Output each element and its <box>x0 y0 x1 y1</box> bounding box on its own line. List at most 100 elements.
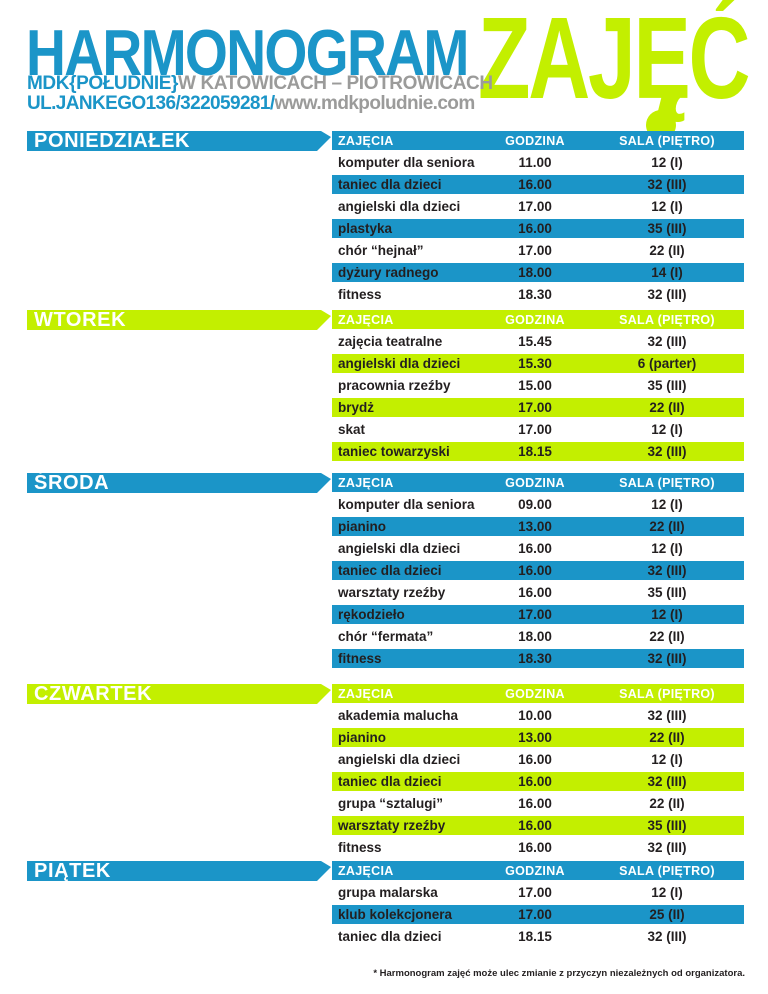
table-row: zajęcia teatralne 15.45 32 (III) <box>332 332 744 351</box>
day-section: CZWARTEK ZAJĘCIA GODZINA SALA (PIĘTRO) a… <box>0 684 768 857</box>
activity-cell: zajęcia teatralne <box>338 334 443 349</box>
time-cell: 16.00 <box>518 840 552 855</box>
day-name: CZWARTEK <box>34 683 153 705</box>
activity-cell: grupa “sztalugi” <box>338 796 444 811</box>
time-cell: 16.00 <box>518 563 552 578</box>
room-cell: 12 (I) <box>651 752 683 767</box>
activity-cell: angielski dla dzieci <box>338 199 461 214</box>
day-section: ŚRODA ZAJĘCIA GODZINA SALA (PIĘTRO) komp… <box>0 473 768 668</box>
time-cell: 17.00 <box>518 885 552 900</box>
room-cell: 32 (III) <box>647 708 687 723</box>
day-table: ZAJĘCIA GODZINA SALA (PIĘTRO) akademia m… <box>332 684 744 857</box>
time-cell: 17.00 <box>518 199 552 214</box>
table-row: angielski dla dzieci 15.30 6 (parter) <box>332 354 744 373</box>
room-cell: 35 (III) <box>647 585 687 600</box>
day-table: ZAJĘCIA GODZINA SALA (PIĘTRO) komputer d… <box>332 473 744 668</box>
activity-cell: pianino <box>338 519 386 534</box>
table-row: grupa malarska 17.00 12 (I) <box>332 883 744 902</box>
subtitle: MDK{POŁUDNIE}W KATOWICACH – PIOTROWICACH <box>27 73 493 95</box>
column-header-room: SALA (PIĘTRO) <box>619 475 715 490</box>
room-cell: 32 (III) <box>647 774 687 789</box>
activity-cell: komputer dla seniora <box>338 155 475 170</box>
activity-cell: taniec dla dzieci <box>338 177 442 192</box>
footnote: * Harmonogram zajęć może ulec zmianie z … <box>373 968 745 979</box>
activity-cell: pracownia rzeźby <box>338 378 451 393</box>
table-row: skat 17.00 12 (I) <box>332 420 744 439</box>
day-name: PIĄTEK <box>34 860 111 882</box>
table-row: plastyka 16.00 35 (III) <box>332 219 744 238</box>
room-cell: 12 (I) <box>651 199 683 214</box>
time-cell: 16.00 <box>518 221 552 236</box>
activity-cell: chór “hejnał” <box>338 243 424 258</box>
table-header-row: ZAJĘCIA GODZINA SALA (PIĘTRO) <box>332 473 744 492</box>
table-row: fitness 18.30 32 (III) <box>332 649 744 668</box>
time-cell: 15.30 <box>518 356 552 371</box>
activity-cell: komputer dla seniora <box>338 497 475 512</box>
column-header-room: SALA (PIĘTRO) <box>619 312 715 327</box>
table-header-row: ZAJĘCIA GODZINA SALA (PIĘTRO) <box>332 310 744 329</box>
room-cell: 32 (III) <box>647 287 687 302</box>
activity-cell: taniec dla dzieci <box>338 929 442 944</box>
table-row: pianino 13.00 22 (II) <box>332 728 744 747</box>
time-cell: 13.00 <box>518 730 552 745</box>
activity-cell: warsztaty rzeźby <box>338 818 446 833</box>
activity-cell: fitness <box>338 840 382 855</box>
day-banner: WTOREK <box>27 310 331 330</box>
table-row: angielski dla dzieci 17.00 12 (I) <box>332 197 744 216</box>
time-cell: 17.00 <box>518 907 552 922</box>
time-cell: 17.00 <box>518 400 552 415</box>
table-row: taniec dla dzieci 16.00 32 (III) <box>332 772 744 791</box>
page-title: HARMONOGRAM <box>26 16 469 89</box>
table-row: klub kolekcjonera 17.00 25 (II) <box>332 905 744 924</box>
room-cell: 6 (parter) <box>637 356 697 371</box>
day-name: ŚRODA <box>34 472 110 494</box>
room-cell: 12 (I) <box>651 155 683 170</box>
time-cell: 16.00 <box>518 818 552 833</box>
day-section: WTOREK ZAJĘCIA GODZINA SALA (PIĘTRO) zaj… <box>0 310 768 461</box>
activity-cell: rękodzieło <box>338 607 405 622</box>
activity-cell: grupa malarska <box>338 885 438 900</box>
table-row: komputer dla seniora 11.00 12 (I) <box>332 153 744 172</box>
room-cell: 12 (I) <box>651 541 683 556</box>
column-header-activity: ZAJĘCIA <box>338 686 394 701</box>
table-row: pianino 13.00 22 (II) <box>332 517 744 536</box>
time-cell: 15.00 <box>518 378 552 393</box>
column-header-activity: ZAJĘCIA <box>338 133 394 148</box>
activity-cell: taniec dla dzieci <box>338 563 442 578</box>
table-header-row: ZAJĘCIA GODZINA SALA (PIĘTRO) <box>332 131 744 150</box>
time-cell: 18.30 <box>518 287 552 302</box>
table-row: grupa “sztalugi” 16.00 22 (II) <box>332 794 744 813</box>
address-street-phone: UL.JANKEGO136/322059281/ <box>27 93 275 114</box>
column-header-activity: ZAJĘCIA <box>338 475 394 490</box>
activity-cell: klub kolekcjonera <box>338 907 453 922</box>
day-table: ZAJĘCIA GODZINA SALA (PIĘTRO) komputer d… <box>332 131 744 304</box>
room-cell: 32 (III) <box>647 929 687 944</box>
room-cell: 32 (III) <box>647 840 687 855</box>
table-row: rękodzieło 17.00 12 (I) <box>332 605 744 624</box>
room-cell: 22 (II) <box>649 400 685 415</box>
room-cell: 12 (I) <box>651 607 683 622</box>
time-cell: 16.00 <box>518 177 552 192</box>
day-section: PIĄTEK ZAJĘCIA GODZINA SALA (PIĘTRO) gru… <box>0 861 768 946</box>
table-row: komputer dla seniora 09.00 12 (I) <box>332 495 744 514</box>
room-cell: 12 (I) <box>651 885 683 900</box>
time-cell: 18.15 <box>518 929 552 944</box>
column-header-time: GODZINA <box>505 475 565 490</box>
room-cell: 12 (I) <box>651 422 683 437</box>
time-cell: 15.45 <box>518 334 552 349</box>
time-cell: 17.00 <box>518 243 552 258</box>
room-cell: 32 (III) <box>647 651 687 666</box>
activity-cell: dyżury radnego <box>338 265 439 280</box>
room-cell: 32 (III) <box>647 563 687 578</box>
activity-cell: taniec towarzyski <box>338 444 450 459</box>
address-website: www.mdkpoludnie.com <box>274 93 476 114</box>
time-cell: 09.00 <box>518 497 552 512</box>
day-banner: PONIEDZIAŁEK <box>27 131 331 151</box>
room-cell: 22 (II) <box>649 629 685 644</box>
table-header-row: ZAJĘCIA GODZINA SALA (PIĘTRO) <box>332 684 744 703</box>
column-header-time: GODZINA <box>505 863 565 878</box>
time-cell: 13.00 <box>518 519 552 534</box>
table-row: taniec dla dzieci 18.15 32 (III) <box>332 927 744 946</box>
column-header-room: SALA (PIĘTRO) <box>619 686 715 701</box>
activity-cell: fitness <box>338 651 382 666</box>
